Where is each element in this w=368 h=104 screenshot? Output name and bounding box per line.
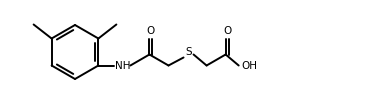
Text: NH: NH [115,61,130,71]
Text: O: O [147,25,155,35]
Text: OH: OH [242,61,258,71]
Text: S: S [185,46,192,56]
Text: O: O [223,25,231,35]
